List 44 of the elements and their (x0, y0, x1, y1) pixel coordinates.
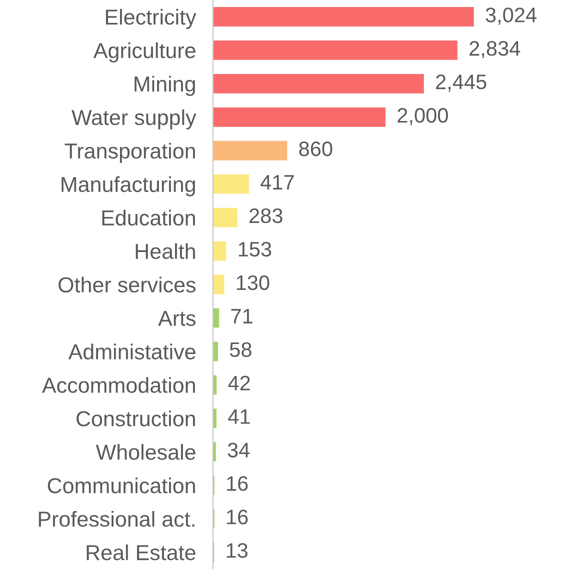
y-tick-label: Accommodation (42, 377, 195, 393)
y-tick-label: Education (102, 210, 195, 226)
data-label: 153 (238, 242, 272, 257)
y-tick-label: Other services (58, 276, 196, 293)
data-label: 2,834 (470, 41, 520, 58)
data-label: 16 (227, 476, 248, 491)
data-label: 41 (228, 409, 250, 424)
data-label: 283 (250, 208, 282, 224)
y-tick-label: Electricity (106, 8, 196, 30)
bar (212, 74, 424, 94)
y-tick-label: Real Estate (86, 544, 196, 560)
data-label: 13 (226, 543, 248, 558)
y-tick-label: Professional act. (38, 510, 194, 527)
y-tick-label: Manufacturing (62, 176, 195, 196)
y-tick-label: Arts (158, 310, 196, 326)
y-tick-label: Health (136, 243, 195, 260)
data-label: 2,000 (398, 108, 448, 126)
y-tick-label: Construction (76, 410, 195, 426)
bar (212, 40, 458, 60)
bar (212, 342, 218, 362)
y-tick-label: Communication (48, 478, 195, 494)
bar (212, 140, 288, 160)
bar (212, 208, 238, 228)
y-tick-label: Mining (134, 76, 195, 96)
y-tick-label: Transporation (64, 142, 195, 163)
bar (212, 241, 226, 261)
y-tick-label: Agriculture (93, 42, 196, 62)
bar (212, 174, 249, 194)
y-tick-label: Water supply (72, 109, 196, 130)
data-label: 42 (228, 376, 250, 390)
data-label: 58 (230, 342, 252, 358)
bar (212, 274, 224, 294)
y-tick-label: Administative (68, 344, 196, 360)
data-label: 417 (260, 175, 294, 190)
data-label: 3,024 (486, 8, 536, 25)
data-label: 130 (236, 275, 270, 290)
bar (212, 107, 386, 127)
data-label: 34 (228, 442, 250, 458)
bar (212, 7, 474, 26)
data-label: 71 (231, 309, 252, 324)
y-tick-label: Wholesale (96, 444, 196, 460)
data-label: 16 (227, 510, 248, 524)
data-label: 2,445 (436, 74, 486, 92)
data-label: 860 (299, 141, 332, 156)
